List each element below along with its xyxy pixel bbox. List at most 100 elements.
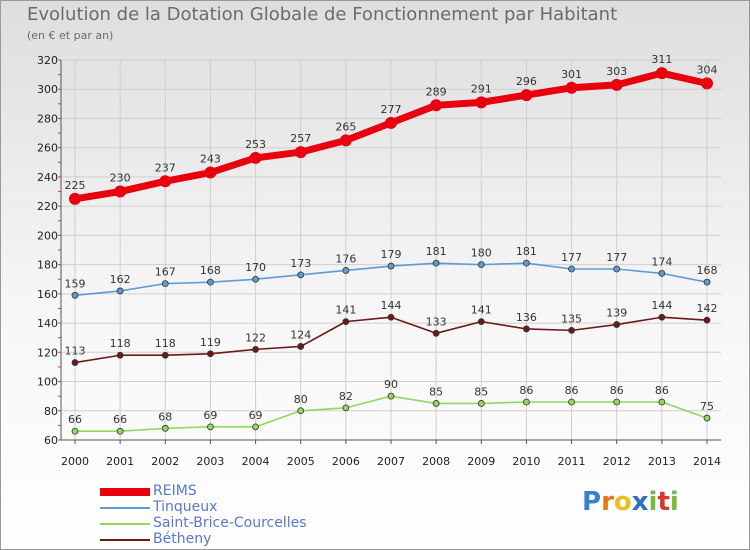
data-label: 265 bbox=[335, 120, 356, 133]
data-point bbox=[523, 259, 530, 267]
data-point bbox=[703, 278, 711, 286]
data-point bbox=[613, 265, 621, 273]
legend-swatch bbox=[100, 523, 150, 525]
x-tick-label: 2012 bbox=[603, 455, 631, 468]
y-tick-label: 320 bbox=[37, 54, 58, 67]
data-point bbox=[703, 316, 711, 324]
y-tick-label: 200 bbox=[37, 229, 58, 242]
chart-subtitle: (en € et par an) bbox=[27, 29, 114, 42]
data-point bbox=[701, 77, 713, 90]
data-label: 177 bbox=[561, 251, 582, 264]
logo-letter: x bbox=[631, 487, 649, 517]
x-tick-label: 2003 bbox=[196, 455, 224, 468]
data-point bbox=[252, 345, 259, 353]
data-point bbox=[477, 261, 485, 269]
y-tick-label: 220 bbox=[37, 200, 58, 213]
data-point bbox=[252, 275, 259, 283]
data-label: 159 bbox=[65, 277, 86, 290]
data-label: 168 bbox=[697, 264, 718, 277]
data-label: 253 bbox=[245, 138, 266, 151]
data-point bbox=[69, 192, 81, 205]
x-tick-label: 2001 bbox=[106, 455, 134, 468]
data-label: 66 bbox=[68, 413, 82, 426]
data-label: 69 bbox=[249, 409, 263, 422]
x-tick-label: 2007 bbox=[377, 455, 405, 468]
data-point bbox=[339, 134, 352, 147]
data-label: 303 bbox=[606, 65, 627, 78]
data-point bbox=[116, 427, 124, 435]
data-label: 136 bbox=[516, 311, 537, 324]
data-point bbox=[297, 343, 305, 350]
data-point bbox=[207, 350, 214, 358]
y-tick-label: 180 bbox=[37, 259, 58, 272]
data-label: 82 bbox=[339, 390, 353, 403]
x-tick-label: 2004 bbox=[242, 455, 270, 468]
data-label: 141 bbox=[335, 304, 356, 317]
legend-swatch bbox=[100, 539, 150, 541]
data-point bbox=[204, 166, 217, 179]
legend-swatch bbox=[100, 507, 150, 509]
data-point bbox=[658, 313, 666, 321]
x-tick-label: 2010 bbox=[512, 455, 540, 468]
data-label: 289 bbox=[426, 85, 447, 98]
data-point bbox=[477, 400, 485, 407]
data-label: 257 bbox=[290, 132, 311, 145]
x-tick-label: 2014 bbox=[693, 455, 721, 468]
data-point bbox=[658, 269, 666, 277]
x-tick-label: 2008 bbox=[422, 455, 450, 468]
y-tick-label: 140 bbox=[37, 317, 58, 330]
data-label: 85 bbox=[429, 385, 443, 398]
logo-letter: P bbox=[582, 487, 602, 517]
data-label: 68 bbox=[158, 410, 172, 423]
data-point bbox=[430, 99, 443, 112]
data-point bbox=[116, 287, 124, 295]
data-point bbox=[252, 423, 259, 431]
y-tick-label: 160 bbox=[37, 288, 58, 301]
data-point bbox=[610, 78, 623, 91]
data-point bbox=[159, 175, 172, 188]
data-label: 80 bbox=[294, 393, 308, 406]
legend-swatch bbox=[100, 488, 150, 496]
data-label: 144 bbox=[381, 299, 402, 312]
data-point bbox=[477, 318, 485, 326]
data-label: 118 bbox=[155, 337, 176, 350]
data-label: 170 bbox=[245, 261, 266, 274]
data-point bbox=[655, 67, 668, 80]
data-point bbox=[161, 424, 169, 432]
data-label: 66 bbox=[113, 413, 127, 426]
data-label: 124 bbox=[290, 328, 311, 341]
data-label: 86 bbox=[565, 384, 579, 397]
data-point bbox=[71, 359, 79, 366]
data-label: 86 bbox=[655, 384, 669, 397]
data-label: 177 bbox=[606, 251, 627, 264]
chart-title: Evolution de la Dotation Globale de Fonc… bbox=[27, 4, 618, 25]
data-label: 181 bbox=[426, 245, 447, 258]
data-point bbox=[613, 398, 621, 406]
data-label: 90 bbox=[384, 378, 398, 391]
data-label: 144 bbox=[651, 299, 672, 312]
legend-label: Saint-Brice-Courcelles bbox=[153, 515, 307, 531]
y-tick-label: 120 bbox=[37, 346, 58, 359]
data-label: 176 bbox=[335, 252, 356, 265]
logo-letter: i bbox=[648, 487, 658, 517]
x-tick-label: 2013 bbox=[648, 455, 676, 468]
data-label: 135 bbox=[561, 312, 582, 325]
data-label: 173 bbox=[290, 257, 311, 270]
data-label: 243 bbox=[200, 153, 221, 166]
legend-label: Bétheny bbox=[153, 531, 212, 547]
data-label: 179 bbox=[381, 248, 402, 261]
data-point bbox=[161, 351, 169, 359]
data-label: 119 bbox=[200, 336, 221, 349]
data-point bbox=[568, 265, 575, 273]
data-point bbox=[523, 325, 530, 333]
y-tick-label: 300 bbox=[37, 83, 58, 96]
data-point bbox=[520, 89, 533, 102]
data-point bbox=[432, 329, 440, 337]
data-label: 69 bbox=[203, 409, 217, 422]
data-label: 162 bbox=[110, 273, 131, 286]
data-point bbox=[114, 185, 127, 198]
data-label: 311 bbox=[651, 53, 672, 66]
data-point bbox=[387, 262, 395, 270]
data-point bbox=[116, 351, 124, 359]
y-tick-label: 100 bbox=[37, 376, 58, 389]
